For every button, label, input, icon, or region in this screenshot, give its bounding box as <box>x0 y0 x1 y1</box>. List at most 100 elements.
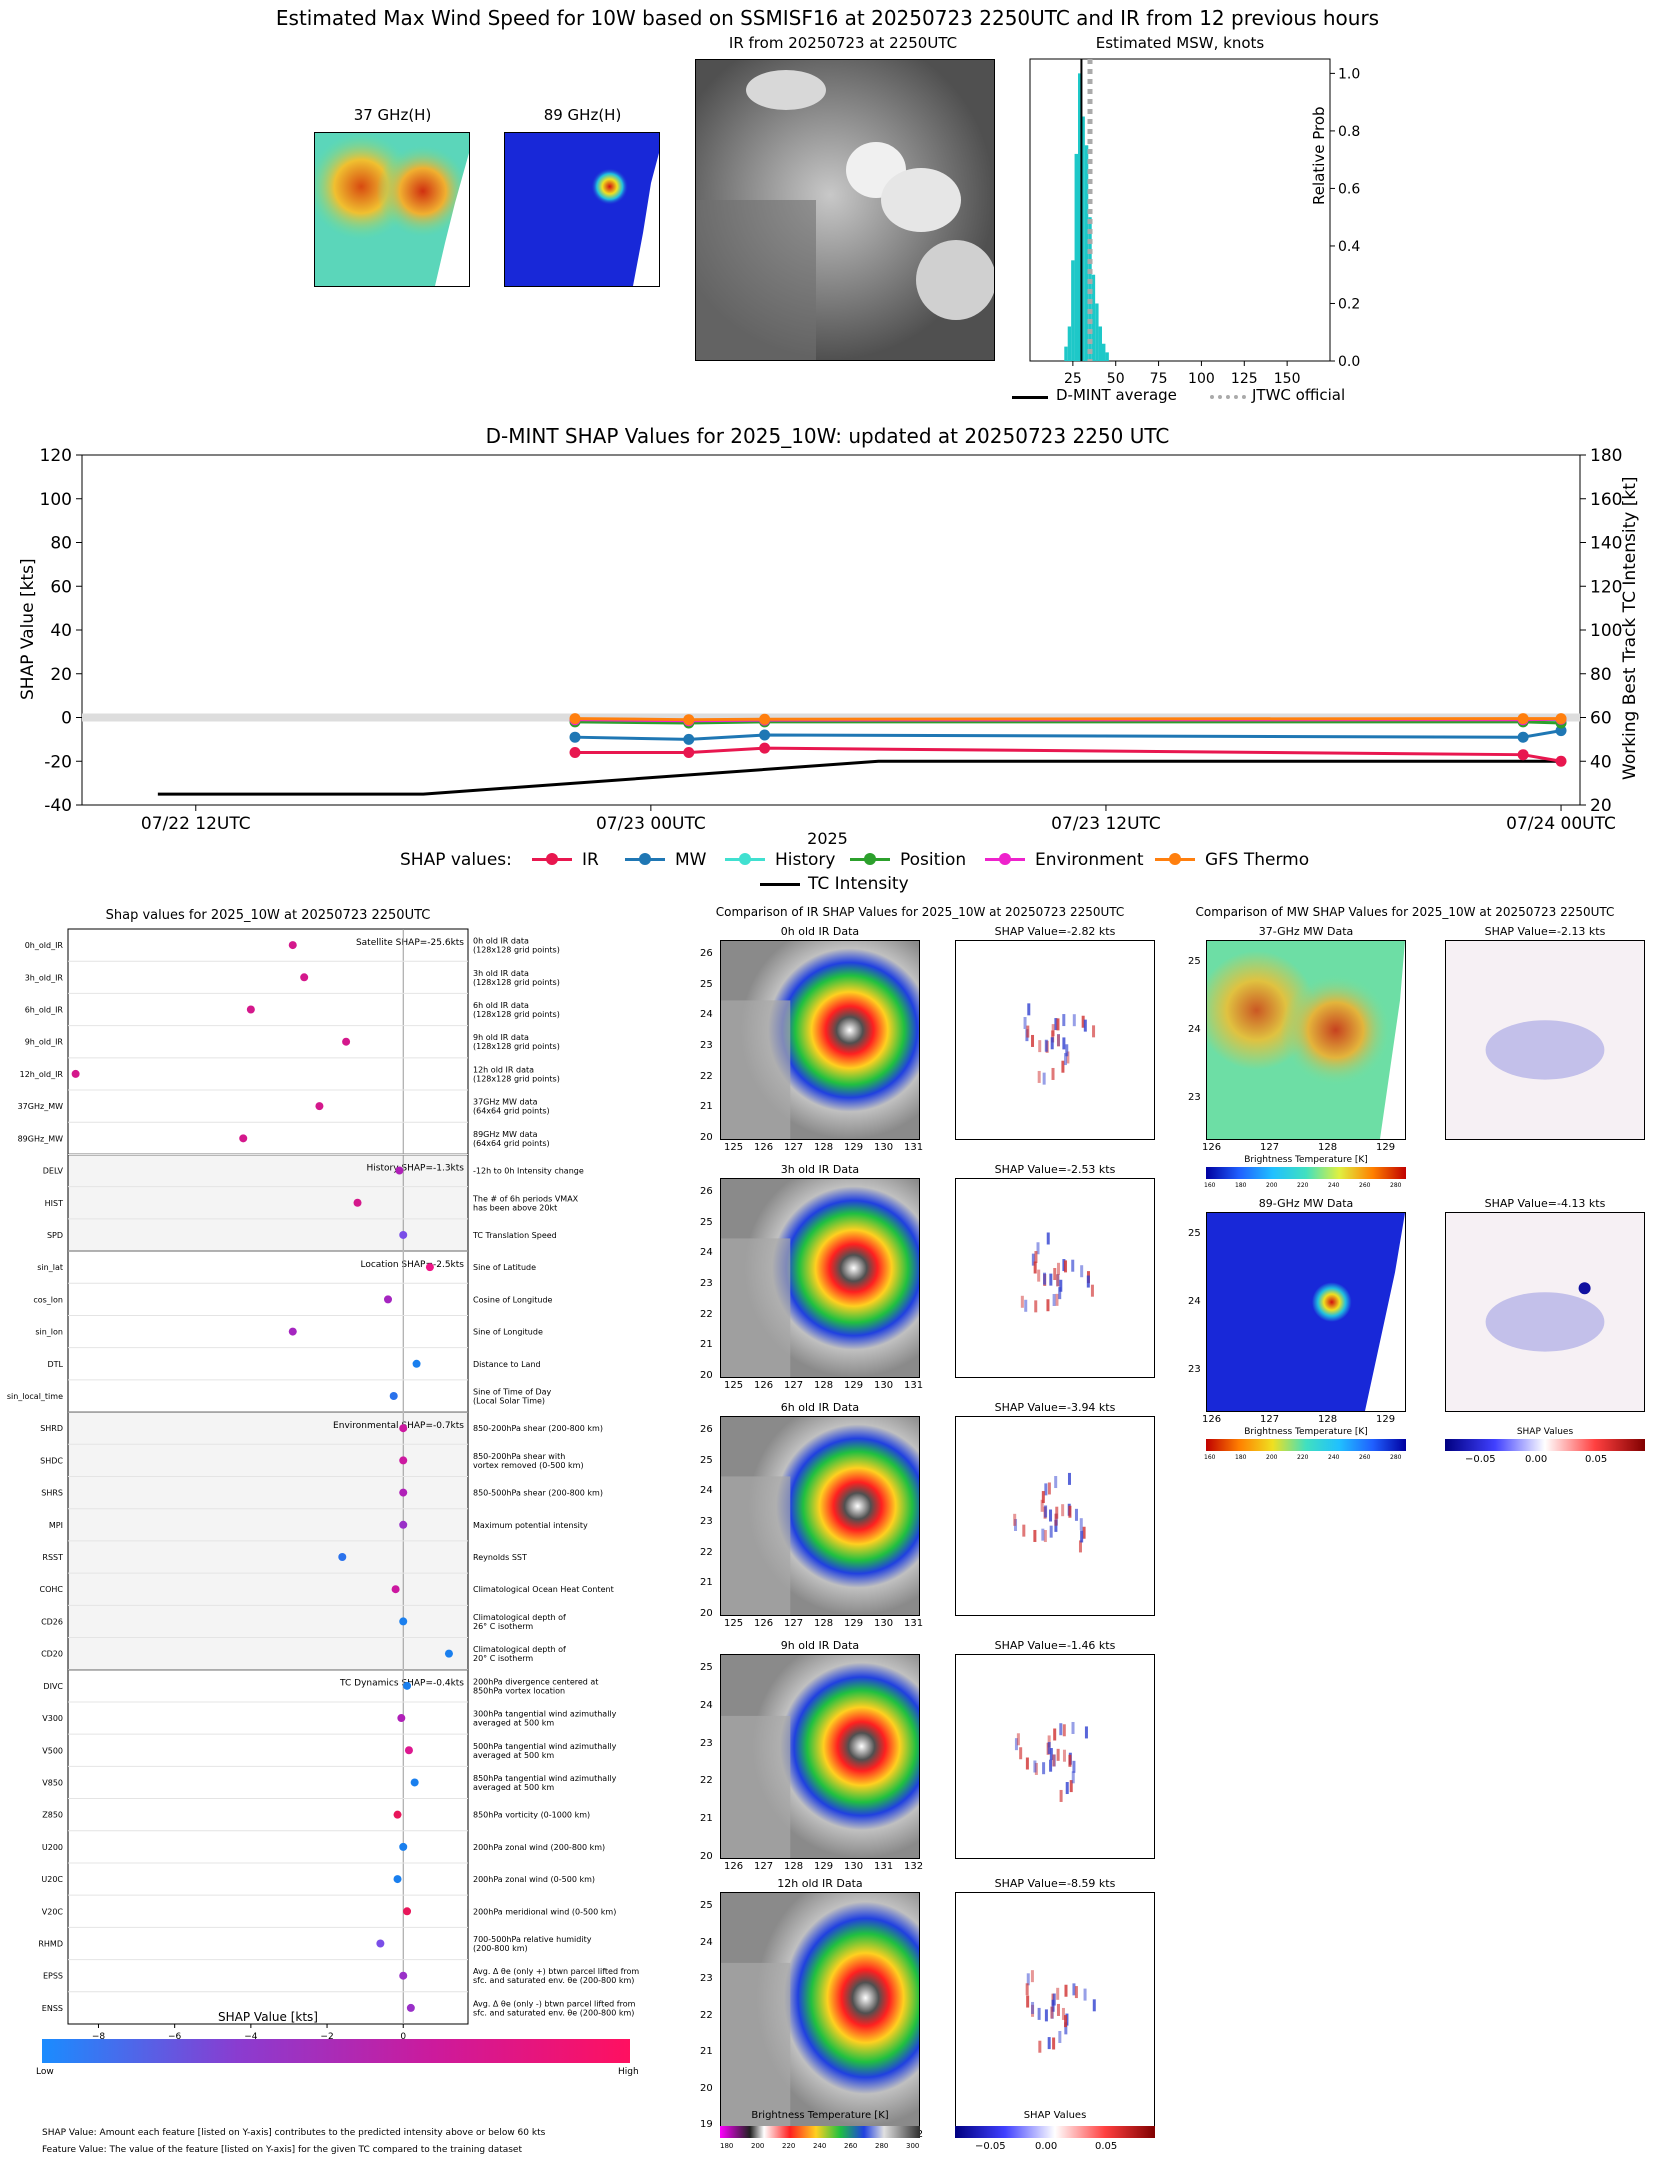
shap-pixel <box>1068 1505 1072 1518</box>
mw-ytick-1: 25 <box>1188 1228 1201 1239</box>
mw-data-panel-0 <box>1206 940 1406 1140</box>
hist-bar <box>1078 73 1082 361</box>
panel-ir-map <box>696 60 994 360</box>
ir-xtick-2: 131 <box>904 1618 924 1629</box>
feature-desc: The # of 6h periods VMAX <box>472 1194 579 1203</box>
feature-name: RHMD <box>38 1939 63 1948</box>
mw-bt-colorbar-label-1: Brightness Temperature [K] <box>1244 1427 1368 1437</box>
ts-legend-marker-environment <box>999 853 1011 865</box>
shap-pixel <box>1049 1525 1053 1538</box>
shap-pixel <box>1079 1518 1083 1531</box>
feature-name: V300 <box>42 1714 63 1723</box>
ts-point-ir <box>683 747 695 758</box>
hist-ylabel: Relative Prob <box>1310 106 1328 205</box>
ir-data-image-2 <box>721 1417 919 1615</box>
feature-desc: 850hPa tangential wind azimuthally <box>473 1774 617 1783</box>
ir-data-panel-0 <box>720 940 920 1140</box>
shap-point-v20c <box>403 1907 412 1916</box>
shap-pixel <box>1071 1771 1075 1784</box>
shap-pixel <box>1056 1274 1060 1287</box>
feature-name: Z850 <box>42 1811 63 1820</box>
feature-name: SHRD <box>40 1424 63 1433</box>
feature-name: U20C <box>41 1875 63 1884</box>
ts-point-mw <box>569 731 581 743</box>
shap-point-cos_lon <box>384 1295 392 1304</box>
ir-ytick-2: 25 <box>700 1454 713 1466</box>
shap-point-0h_old_ir <box>288 941 297 950</box>
mw-xtick-1: 128 <box>1318 1414 1338 1425</box>
ir-shap-panel-3 <box>955 1654 1155 1859</box>
mw-shap-blob <box>1485 1020 1605 1080</box>
feature-desc: TC Translation Speed <box>472 1231 557 1240</box>
feature-desc: sfc. and saturated env. θe (200-800 km) <box>473 2008 634 2017</box>
ir-shap-colorbar-tick: 0.00 <box>1035 2141 1058 2152</box>
feature-colorbar <box>42 2039 630 2063</box>
ts-point-mw <box>683 733 695 745</box>
shap-pixel <box>1066 1051 1070 1064</box>
feature-desc: 850hPa vorticity (0-1000 km) <box>473 1811 590 1820</box>
ts-ytick-right-label: 100 <box>1590 621 1622 641</box>
mw-shap-title-1: SHAP Value=-4.13 kts <box>1484 1197 1606 1210</box>
panel-ir-image <box>695 59 995 361</box>
feature-desc: Maximum potential intensity <box>473 1521 588 1530</box>
shap-ts-chart: -40 -20 0 20 40 60 80 100 120 20 40 60 80 100 120 140 16… <box>40 446 1623 834</box>
feature-name: SHRS <box>41 1489 63 1498</box>
shap-pixel <box>1051 1030 1055 1043</box>
feature-desc: 37GHz MW data <box>473 1098 538 1107</box>
feature-colorbar-high: High <box>618 2067 639 2077</box>
ir-xtick-2: 127 <box>784 1618 804 1629</box>
mw-bt-colorbar-tick: 200 <box>1266 1182 1278 1189</box>
shap-point-v850 <box>410 1778 419 1787</box>
shap-point-dtl <box>412 1359 421 1368</box>
shap-pixel <box>1059 1723 1063 1736</box>
mw-bt-colorbar-0 <box>1206 1167 1406 1179</box>
shap-pixel <box>1034 1251 1038 1264</box>
shap-pixel <box>1047 1735 1051 1748</box>
shap-pixel <box>1051 1999 1055 2012</box>
shap-pixel <box>1037 1070 1041 1083</box>
shap-pixel <box>1081 1015 1085 1028</box>
shap-point-sin_local_time <box>389 1391 398 1400</box>
ir-shap-title-3: SHAP Value=-1.46 kts <box>994 1639 1116 1652</box>
mw-bt-colorbar-label-0: Brightness Temperature [K] <box>1244 1155 1368 1165</box>
ts-legend-marker-mw <box>639 853 651 865</box>
shap-pixel <box>1051 1024 1055 1037</box>
ts-legend-label-ir: IR <box>582 850 599 870</box>
feature-name: V850 <box>42 1778 63 1787</box>
feature-name: DELV <box>43 1167 64 1176</box>
feature-desc: 12h old IR data <box>473 1065 534 1074</box>
ir-xtick-2: 126 <box>754 1618 774 1629</box>
ir-shap-image-3 <box>956 1655 1154 1858</box>
panel-37ghz-map <box>315 133 469 286</box>
legend-dmint-label: D-MINT average <box>1056 386 1177 404</box>
shap-bar-xtick-label: −6 <box>168 2032 182 2040</box>
hist-ytick-label: 0.6 <box>1338 181 1360 197</box>
shap-pixel <box>1054 1018 1058 1031</box>
ir-ytick-0: 24 <box>700 1009 713 1021</box>
ts-point-gfs-thermo <box>1517 713 1529 725</box>
ts-ytick-right-label: 60 <box>1590 709 1612 729</box>
ir-ytick-2: 24 <box>700 1485 713 1497</box>
shap-pixel <box>1062 1749 1066 1762</box>
ir-data-title-3: 9h old IR Data <box>780 1639 860 1652</box>
mw-bt-colorbar-tick: 260 <box>1359 1454 1371 1461</box>
ir-bt-colorbar-tick: 240 <box>813 2142 827 2150</box>
feature-desc: 20° C isotherm <box>473 1654 533 1663</box>
feature-desc: 89GHz MW data <box>473 1130 538 1139</box>
shap-point-delv <box>395 1166 404 1175</box>
mw-data-image-1 <box>1207 1213 1405 1411</box>
shap-pixel <box>1049 1748 1053 1761</box>
ir-xtick-2: 130 <box>874 1618 894 1629</box>
ir-xtick-3: 130 <box>844 1861 864 1872</box>
shap-pixel <box>1065 1044 1069 1057</box>
shap-pixel <box>1034 1300 1038 1313</box>
ts-point-mw <box>759 729 771 741</box>
shap-pixel <box>1041 1528 1045 1541</box>
shap-pixel <box>1016 1733 1020 1746</box>
shap-point-v300 <box>397 1714 406 1723</box>
ir-ytick-2: 20 <box>700 1608 713 1619</box>
ir-ytick-3: 21 <box>700 1813 713 1825</box>
shap-pixel <box>1072 1760 1076 1773</box>
hist-bar <box>1091 274 1096 361</box>
ir-bt-colorbar-tick: 280 <box>875 2142 889 2150</box>
